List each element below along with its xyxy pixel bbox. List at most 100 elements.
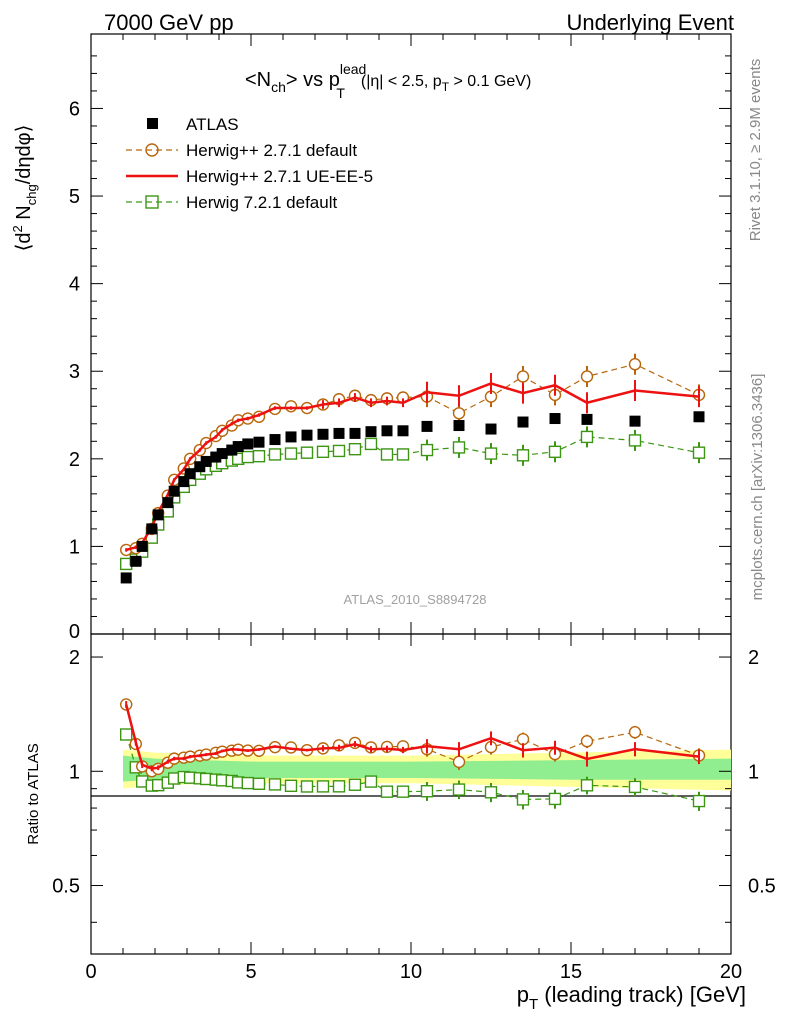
- y-tick-label-ratio-right: 2: [748, 647, 759, 669]
- ratio-point-herwig7-default: [252, 777, 266, 790]
- ratio-point-herwig7-default: [580, 779, 594, 792]
- x-tick-label: 10: [400, 961, 422, 983]
- ratio-point-herwig7-default: [119, 728, 133, 741]
- ratio-band-stat: [123, 755, 731, 782]
- data-point-herwig7-default: [268, 448, 282, 461]
- data-point-atlas: [168, 485, 180, 497]
- data-point-herwig7-default: [452, 441, 466, 454]
- legend-label: ATLAS: [186, 115, 239, 134]
- data-point-atlas: [485, 423, 497, 435]
- data-point-atlas: [421, 420, 433, 432]
- header-left: 7000 GeV pp: [104, 10, 234, 35]
- data-point-atlas: [269, 434, 281, 446]
- data-point-atlas: [517, 416, 529, 428]
- ratio-point-herwig7-default: [420, 785, 434, 798]
- x-tick-label: 0: [85, 961, 96, 983]
- ratio-point-herwig7-default: [380, 785, 394, 798]
- data-point-atlas: [397, 425, 409, 437]
- data-point-atlas: [232, 441, 244, 453]
- ratio-point-herwig7-default: [316, 780, 330, 793]
- data-point-atlas: [693, 411, 705, 423]
- legend-entry: Herwig++ 2.7.1 UE-EE-5: [126, 167, 373, 186]
- x-label-a: p: [517, 982, 529, 1007]
- data-point-atlas: [178, 476, 190, 488]
- plot-title-cut-a: (|η| < 2.5, p: [361, 73, 442, 90]
- series-line-main: [125, 436, 700, 565]
- header-right: Underlying Event: [566, 10, 734, 35]
- x-axis-label: pT (leading track) [GeV]: [517, 982, 746, 1013]
- data-point-atlas: [349, 427, 361, 439]
- x-tick-label: 5: [245, 961, 256, 983]
- data-point-herwig7-default: [516, 449, 530, 462]
- data-point-atlas: [200, 455, 212, 467]
- data-point-herwig7-default: [364, 437, 378, 451]
- data-point-atlas: [226, 444, 238, 456]
- legend-marker-open-square: [145, 195, 159, 209]
- y-axis-label-ratio: Ratio to ATLAS: [25, 743, 42, 844]
- data-point-herwig7-default: [628, 434, 642, 447]
- data-point-herwig7-default: [316, 445, 330, 459]
- y-label-sub: chg: [24, 184, 39, 205]
- y-label-c: /dηdφ⟩: [13, 125, 35, 185]
- y-label-sup: 2: [10, 225, 25, 232]
- ratio-point-herwigpp-default: [516, 732, 530, 746]
- data-point-atlas: [184, 468, 196, 480]
- data-point-atlas: [136, 540, 148, 552]
- plot-title-sup: lead: [340, 61, 366, 77]
- plot-title-sub: ch: [271, 79, 286, 95]
- y-tick-label-main-zero: 0: [69, 621, 80, 643]
- x-label-sub: T: [529, 996, 538, 1013]
- data-point-herwig7-default: [420, 443, 434, 457]
- data-point-herwig7-default: [692, 446, 706, 459]
- y-tick-label-ratio-right: 0.5: [748, 876, 776, 898]
- plot-title-b: > vs p: [286, 69, 340, 91]
- y-tick-label-ratio: 0.5: [52, 876, 80, 898]
- y-label-b: N: [13, 205, 35, 225]
- data-point-herwig7-default: [396, 448, 410, 461]
- legend-marker-square: [147, 118, 158, 129]
- data-point-atlas: [381, 425, 393, 437]
- legend: ATLAS Herwig++ 2.7.1 default Herwig++ 2.7.…: [126, 115, 373, 212]
- data-point-atlas: [216, 448, 228, 460]
- rivet-version-text: Rivet 3.1.10, ≥ 2.9M events: [747, 59, 764, 242]
- ratio-point-herwig7-default: [548, 792, 562, 806]
- mcplots-text: mcplots.cern.ch [arXiv:1306.3436]: [749, 374, 766, 601]
- data-point-atlas: [194, 461, 206, 473]
- legend-entry: Herwig 7.2.1 default: [126, 193, 337, 212]
- main-series-marks: [119, 353, 706, 584]
- data-point-herwigpp-default: [628, 358, 642, 371]
- ratio-point-herwig7-default: [396, 785, 410, 798]
- ratio-point-herwig7-default: [284, 779, 298, 793]
- ratio-point-herwig7-default: [300, 780, 314, 793]
- ratio-point-herwigpp-default: [452, 755, 466, 769]
- y-axis-label-main: ⟨d2 Nchg/dηdφ⟩: [10, 125, 39, 252]
- ratio-point-herwig7-default: [364, 775, 378, 788]
- data-point-atlas: [365, 426, 377, 438]
- y-tick-label-ratio: 1: [69, 761, 80, 783]
- data-point-atlas: [210, 451, 222, 463]
- y-tick-label-main: 4: [69, 274, 80, 296]
- data-point-atlas: [629, 415, 641, 427]
- series-line-ratio: [124, 704, 700, 770]
- data-point-atlas: [285, 431, 297, 443]
- y-tick-label-main: 5: [69, 186, 80, 208]
- y-tick-label-main: 2: [69, 449, 80, 471]
- ratio-series-marks: [119, 698, 706, 811]
- data-point-atlas: [253, 436, 265, 448]
- plot-title-cut-b: > 0.1 GeV): [449, 73, 531, 90]
- data-point-herwig7-default: [332, 444, 346, 458]
- data-point-herwig7-default: [548, 445, 562, 459]
- ratio-point-herwig7-default: [241, 776, 255, 790]
- data-point-herwigpp-default: [580, 370, 594, 383]
- data-point-herwigpp-default: [452, 407, 466, 420]
- data-point-atlas: [242, 438, 254, 450]
- data-point-herwig7-default: [300, 446, 314, 459]
- data-point-atlas: [152, 509, 164, 521]
- ratio-point-herwig7-default: [268, 778, 282, 791]
- y-tick-label-ratio-right: 1: [748, 761, 759, 783]
- plot-title: <Nch> vs plead T(|η| < 2.5, pT > 0.1 GeV): [245, 61, 531, 101]
- data-point-atlas: [317, 428, 329, 440]
- ratio-point-herwig7-default: [516, 793, 530, 806]
- data-point-atlas: [453, 420, 465, 432]
- plot-title-a: <N: [245, 69, 271, 91]
